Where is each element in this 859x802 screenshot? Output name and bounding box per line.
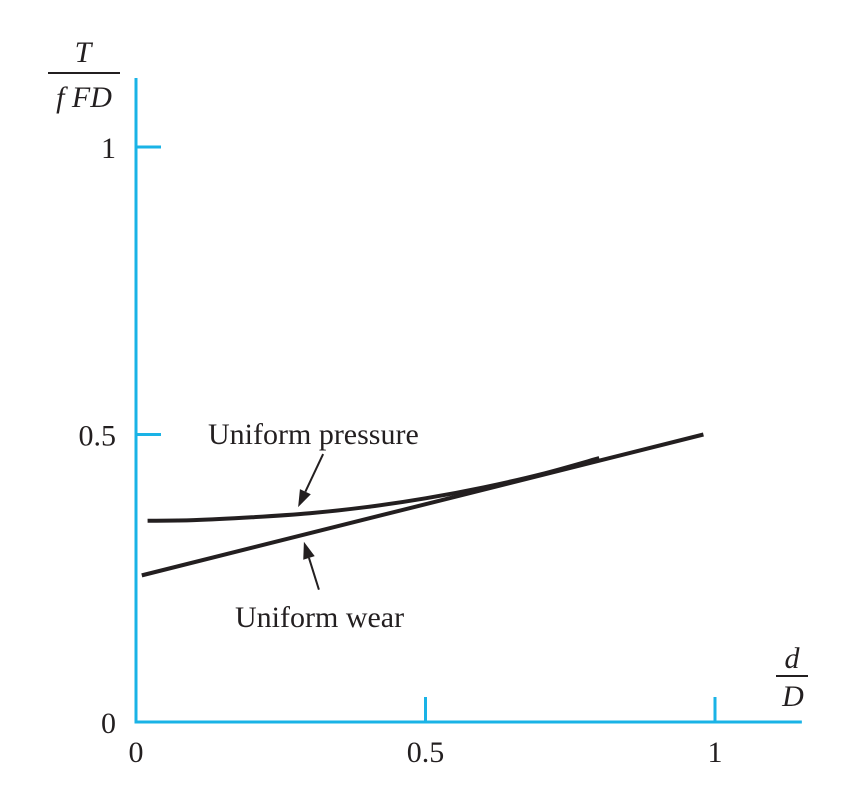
x-axis-label: d D bbox=[776, 642, 808, 713]
ticks: 0 0.5 1 0 0.5 1 bbox=[79, 132, 723, 769]
annotation-uniform-wear-leader bbox=[308, 557, 320, 591]
series-line-uniform-pressure bbox=[147, 456, 600, 523]
series-line-uniform-wear bbox=[141, 432, 704, 578]
y-tick-label: 0.5 bbox=[79, 420, 117, 453]
x-axis-label-denominator: D bbox=[781, 680, 804, 713]
annotation-uniform-wear-arrowhead bbox=[303, 541, 315, 560]
annotation-uniform-pressure-label: Uniform pressure bbox=[208, 418, 419, 451]
x-tick-label: 0.5 bbox=[407, 736, 445, 769]
y-axis-label-numerator: T bbox=[75, 36, 94, 69]
x-axis-label-numerator: d bbox=[785, 642, 801, 675]
x-tick-label: 0 bbox=[129, 736, 144, 769]
annotation-uniform-pressure-leader bbox=[304, 453, 325, 493]
annotation-uniform-pressure-arrowhead bbox=[298, 489, 311, 508]
y-tick-label: 1 bbox=[101, 132, 116, 165]
x-tick-label: 1 bbox=[708, 736, 723, 769]
y-tick-label: 0 bbox=[101, 707, 116, 740]
annotations: Uniform pressure Uniform wear bbox=[208, 418, 419, 634]
axes bbox=[134, 78, 802, 724]
y-axis-label-denominator: f FD bbox=[56, 81, 112, 114]
series bbox=[141, 432, 704, 578]
annotation-uniform-wear-label: Uniform wear bbox=[235, 601, 404, 634]
y-axis-label: T f FD bbox=[48, 36, 120, 114]
